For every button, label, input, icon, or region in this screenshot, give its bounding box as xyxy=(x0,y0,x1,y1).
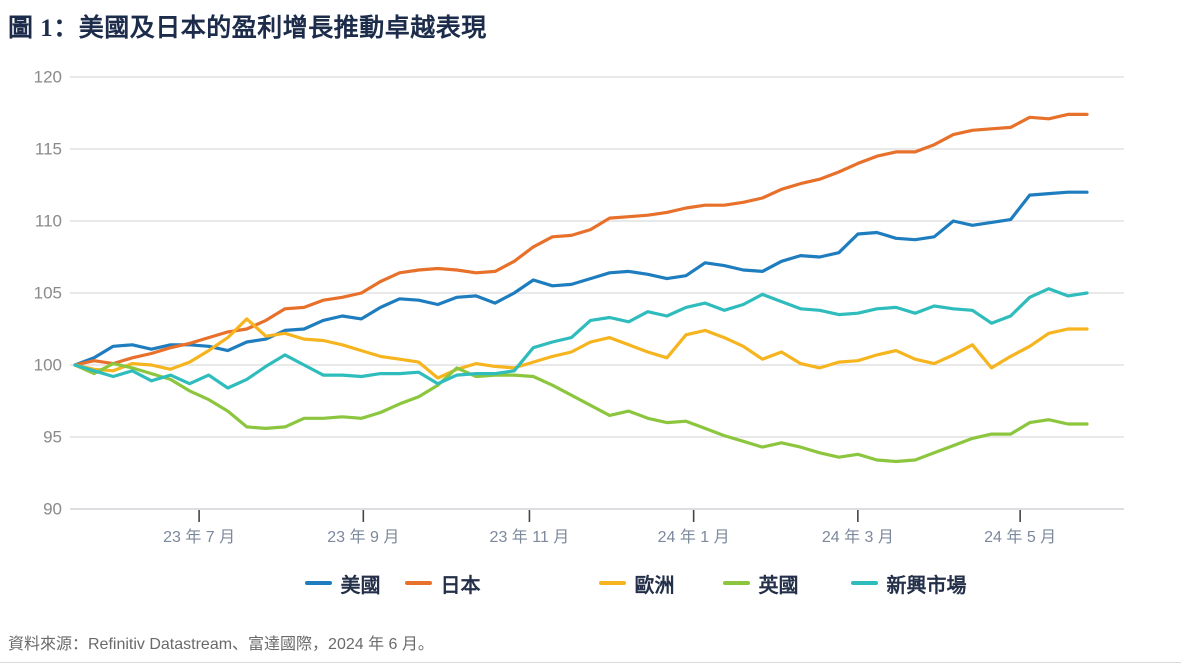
y-axis-tick-label: 100 xyxy=(34,356,62,375)
legend-label-emerging-markets: 新興市場 xyxy=(886,574,967,597)
chart-legend: 美國 日本 歐洲 英國 新興市場 xyxy=(0,568,1181,598)
x-axis-tick-label: 24 年 1 月 xyxy=(658,528,730,546)
x-axis-tick-label: 24 年 3 月 xyxy=(822,528,894,546)
y-axis-tick-label: 95 xyxy=(43,428,62,447)
y-axis-tick-label: 115 xyxy=(35,140,62,159)
legend-label-europe: 歐洲 xyxy=(634,574,675,597)
page-title: 圖 1：美國及日本的盈利增長推動卓越表現 xyxy=(8,15,487,42)
legend-label-japan: 日本 xyxy=(440,574,481,597)
series-line-us xyxy=(73,190,1089,367)
chart-canvas: 90 95 100 105 110 115 120 23 年 7 月 23 年 9 月 23 年 … xyxy=(34,68,1124,546)
legend-swatch-japan xyxy=(404,580,432,586)
legend-swatch-uk xyxy=(722,580,750,586)
legend-item-europe: 歐洲 xyxy=(598,569,675,598)
source-note: 資料來源：Refinitiv Datastream、富達國際，2024 年 6 … xyxy=(8,636,434,653)
series-line-japan xyxy=(73,112,1089,367)
x-axis-tick-label: 23 年 9 月 xyxy=(327,528,399,546)
y-axis-tick-label: 105 xyxy=(34,284,62,303)
series-line-emerging-markets xyxy=(73,287,1089,390)
legend-swatch-europe xyxy=(598,580,626,586)
legend-item-emerging-markets: 新興市場 xyxy=(850,569,967,598)
y-axis-tick-label: 110 xyxy=(35,212,62,231)
legend-swatch-emerging-markets xyxy=(850,580,878,586)
x-axis-tick-label: 23 年 7 月 xyxy=(163,528,235,546)
y-axis-tick-label: 120 xyxy=(34,68,62,87)
bottom-divider xyxy=(0,662,1181,663)
y-axis-tick-label: 90 xyxy=(43,500,62,519)
legend-swatch-us xyxy=(304,580,332,586)
legend-label-us: 美國 xyxy=(340,574,381,597)
series-line-europe xyxy=(73,317,1089,380)
series-line-uk xyxy=(73,362,1089,464)
x-axis-tick-label: 23 年 11 月 xyxy=(490,528,570,546)
legend-item-japan: 日本 xyxy=(404,569,481,598)
line-chart: 90 95 100 105 110 115 120 23 年 7 月 23 年 9 月 23 年 … xyxy=(0,60,1181,555)
x-axis-tick-label: 24 年 5 月 xyxy=(984,528,1056,546)
legend-item-uk: 英國 xyxy=(722,569,799,598)
legend-item-us: 美國 xyxy=(304,569,381,598)
legend-label-uk: 英國 xyxy=(758,574,799,597)
